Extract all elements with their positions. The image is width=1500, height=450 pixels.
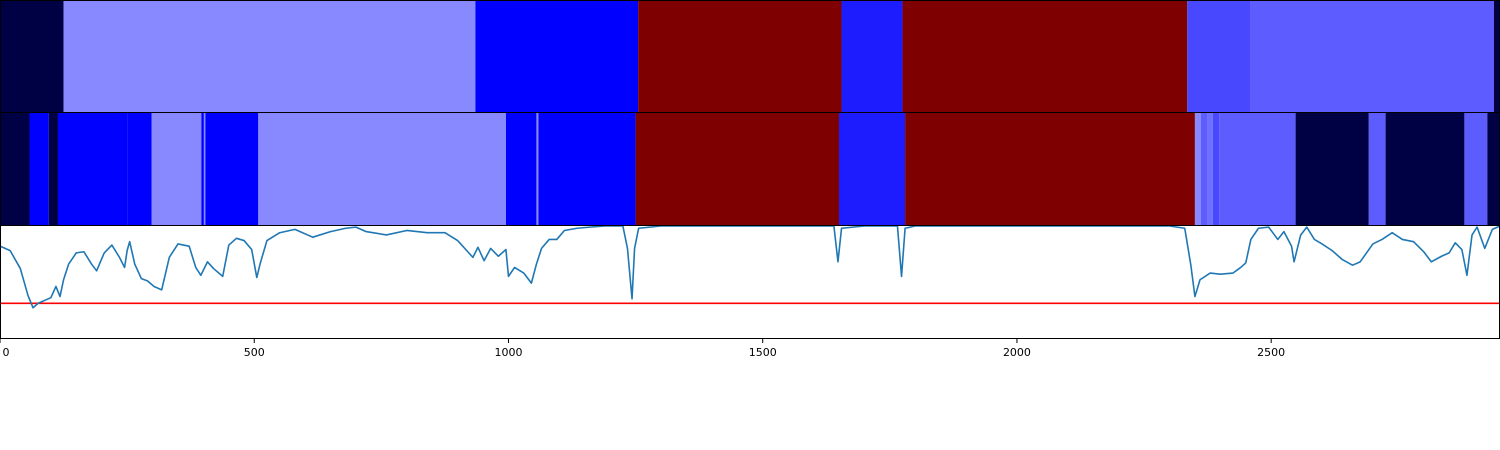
top-strip-segment-5	[902, 1, 1188, 112]
middle-strip-segment-7	[203, 113, 206, 225]
x-tick-label: 0	[3, 346, 10, 359]
series-line	[0, 225, 1500, 309]
middle-strip-segment-25	[1487, 113, 1500, 225]
line-panel-frame	[0, 225, 1500, 339]
middle-strip-segment-12	[538, 113, 636, 225]
top-strip-segment-3	[638, 1, 842, 112]
middle-strip-segment-0	[0, 113, 30, 225]
top-strip-segment-0	[0, 1, 64, 112]
middle-strip-segment-8	[205, 113, 259, 225]
middle-strip-segment-14	[838, 113, 906, 225]
middle-strip-segment-3	[57, 113, 128, 225]
top-strip-segment-4	[841, 1, 903, 112]
middle-strip-segment-5	[151, 113, 202, 225]
middle-strip-segment-22	[1368, 113, 1386, 225]
middle-strip-segment-1	[29, 113, 49, 225]
middle-strip-segment-17	[1201, 113, 1208, 225]
x-tick-label: 2000	[1003, 346, 1031, 359]
top-strip-segment-8	[1493, 1, 1500, 112]
top-strip-segment-1	[63, 1, 476, 112]
middle-strip-segment-4	[127, 113, 152, 225]
x-tick-label: 500	[244, 346, 265, 359]
middle-strip-segment-10	[505, 113, 537, 225]
middle-strip-segment-24	[1464, 113, 1488, 225]
middle-color-strip	[0, 113, 1500, 225]
top-strip-segment-2	[475, 1, 639, 112]
line-plot-panel	[0, 225, 1500, 309]
middle-strip-segment-16	[1194, 113, 1202, 225]
middle-strip-segment-6	[201, 113, 204, 225]
middle-strip-segment-23	[1385, 113, 1465, 225]
middle-strip-segment-18	[1207, 113, 1213, 225]
x-tick-label: 1500	[749, 346, 777, 359]
middle-strip-segment-15	[905, 113, 1195, 225]
top-strip-segment-6	[1187, 1, 1251, 112]
middle-strip-segment-2	[48, 113, 58, 225]
x-tick-label: 1000	[494, 346, 522, 359]
x-tick-label: 2500	[1257, 346, 1285, 359]
middle-strip-segment-9	[258, 113, 506, 225]
middle-strip-segment-20	[1219, 113, 1296, 225]
x-axis: 0 500 1000 1500 2000 2500	[0, 339, 1285, 359]
middle-strip-segment-11	[536, 113, 539, 225]
middle-strip-segment-21	[1295, 113, 1369, 225]
top-color-strip	[0, 1, 1500, 112]
top-strip-segment-7	[1250, 1, 1494, 112]
middle-strip-segment-19	[1212, 113, 1220, 225]
middle-strip-segment-13	[635, 113, 839, 225]
